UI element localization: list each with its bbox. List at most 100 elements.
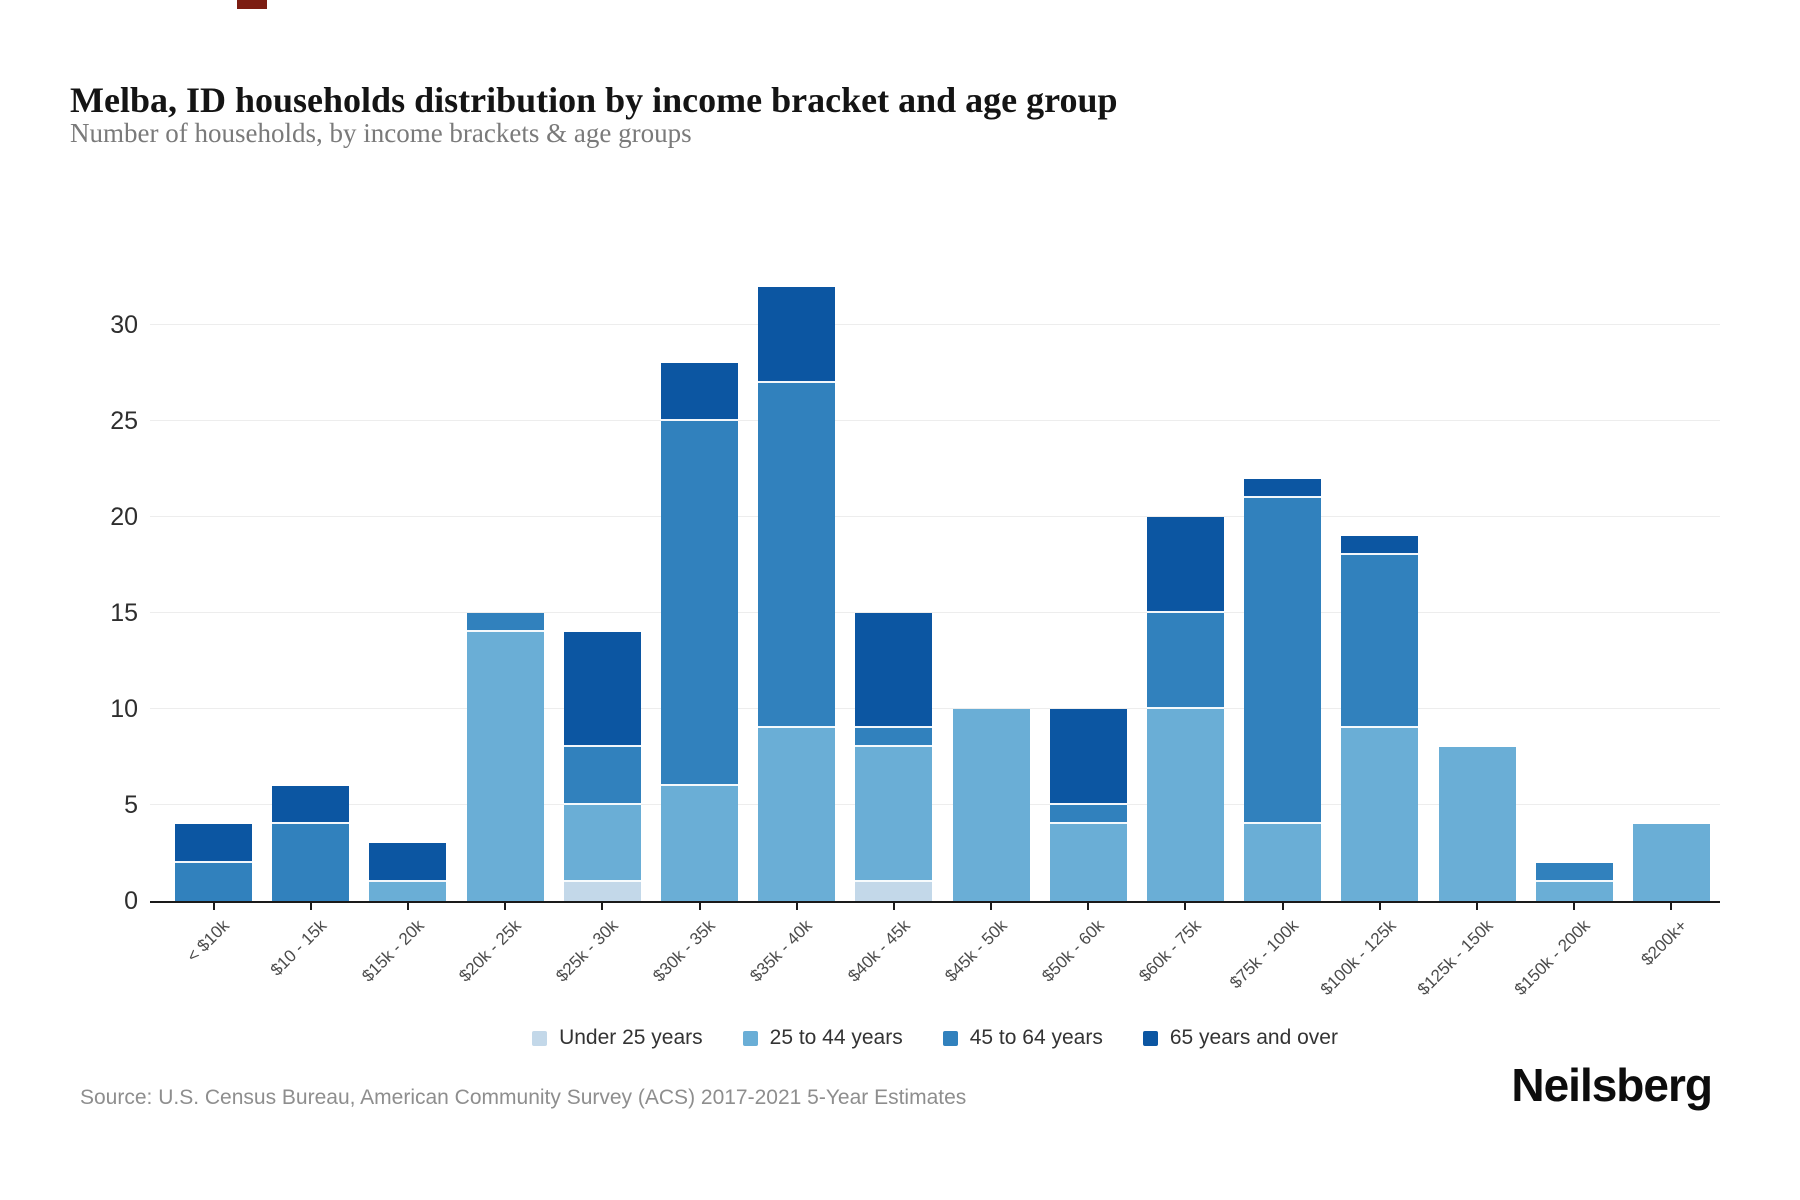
x-axis-label: $200k+: [1637, 916, 1691, 970]
bar-segment[interactable]: [1341, 536, 1419, 556]
bar-segment[interactable]: [952, 709, 1030, 901]
x-axis-label: $35k - 40k: [746, 916, 817, 986]
bar-$15k - 20k[interactable]: [369, 843, 447, 901]
bar-segment[interactable]: [1535, 881, 1613, 901]
x-axis-label: $150k - 200k: [1510, 916, 1594, 999]
bar-segment[interactable]: [369, 843, 447, 882]
bar-segment[interactable]: [1146, 613, 1224, 709]
bar-$10 - 15k[interactable]: [272, 785, 350, 901]
legend-label: 45 to 64 years: [969, 1026, 1103, 1049]
x-tick: [1184, 903, 1187, 910]
bar-$25k - 30k[interactable]: [563, 632, 641, 901]
gridline-y-15: [150, 612, 1720, 613]
x-tick: [212, 903, 215, 910]
bar-segment[interactable]: [466, 613, 544, 633]
x-axis-label: $20k - 25k: [455, 916, 525, 986]
chart-title: Melba, ID households distribution by inc…: [70, 80, 1118, 121]
x-axis-label: $50k - 60k: [1038, 916, 1108, 986]
bar-$150k - 200k[interactable]: [1535, 862, 1613, 901]
x-tick: [892, 903, 895, 910]
x-axis-label: $30k - 35k: [649, 916, 719, 986]
bar-segment[interactable]: [855, 613, 933, 729]
x-tick: [1281, 903, 1284, 910]
bar-segment[interactable]: [563, 747, 641, 806]
bar-segment[interactable]: [661, 363, 739, 422]
bar-$40k - 45k[interactable]: [855, 613, 933, 901]
legend-swatch: [942, 1030, 958, 1046]
bar-$60k - 75k[interactable]: [1146, 517, 1224, 901]
source-note: Source: U.S. Census Bureau, American Com…: [80, 1086, 967, 1109]
x-tick: [795, 903, 798, 910]
bar-segment[interactable]: [466, 632, 544, 901]
bar-segment[interactable]: [758, 728, 836, 901]
bar-$45k - 50k[interactable]: [952, 709, 1030, 901]
legend-swatch: [1142, 1030, 1158, 1046]
bar-segment[interactable]: [1632, 824, 1710, 901]
chart-plot-area: [150, 269, 1720, 901]
x-tick: [1378, 903, 1381, 910]
bar-segment[interactable]: [855, 881, 933, 901]
y-tick-label-25: 25: [110, 407, 138, 435]
x-axis-label: $25k - 30k: [552, 916, 622, 986]
gridline-y-5: [150, 804, 1720, 805]
bar-segment[interactable]: [1341, 728, 1419, 901]
bar-segment[interactable]: [1244, 478, 1322, 498]
bar-segment[interactable]: [175, 824, 253, 863]
bar-$200k+[interactable]: [1632, 824, 1710, 901]
legend-item-45-to-64-years[interactable]: 45 to 64 years: [942, 1026, 1103, 1050]
y-tick-label-0: 0: [124, 887, 138, 915]
bar-$125k - 150k[interactable]: [1438, 747, 1516, 901]
bar-segment[interactable]: [661, 421, 739, 786]
legend-label: Under 25 years: [559, 1026, 703, 1049]
legend-item-25-to-44-years[interactable]: 25 to 44 years: [742, 1026, 903, 1050]
bar-segment[interactable]: [1341, 555, 1419, 729]
bar-$50k - 60k[interactable]: [1049, 709, 1127, 901]
bar-segment[interactable]: [563, 881, 641, 901]
bar-segment[interactable]: [1438, 747, 1516, 901]
bar-segment[interactable]: [1049, 824, 1127, 901]
legend-item-under-25-years[interactable]: Under 25 years: [532, 1026, 703, 1050]
bar-segment[interactable]: [1049, 709, 1127, 806]
bar-segment[interactable]: [175, 862, 253, 901]
bar-$20k - 25k[interactable]: [466, 613, 544, 901]
bar-segment[interactable]: [661, 785, 739, 901]
x-tick: [601, 903, 604, 910]
bar-< $10k[interactable]: [175, 824, 253, 901]
bar-segment[interactable]: [563, 805, 641, 882]
legend-item-65-years-and-over[interactable]: 65 years and over: [1142, 1026, 1338, 1050]
bar-segment[interactable]: [1146, 709, 1224, 901]
bar-$75k - 100k[interactable]: [1244, 478, 1322, 901]
bar-segment[interactable]: [1535, 862, 1613, 882]
bar-segment[interactable]: [272, 785, 350, 825]
x-axis-label: < $10k: [183, 916, 234, 966]
x-axis-label: $10 - 15k: [266, 916, 331, 980]
x-axis-label: $40k - 45k: [843, 916, 914, 986]
y-tick-label-15: 15: [110, 599, 138, 627]
bar-$30k - 35k[interactable]: [661, 363, 739, 901]
bar-segment[interactable]: [369, 881, 447, 901]
x-tick: [1087, 903, 1090, 910]
x-axis-label: $125k - 150k: [1413, 916, 1497, 999]
legend-label: 65 years and over: [1169, 1026, 1338, 1049]
bar-segment[interactable]: [758, 286, 836, 383]
bar-segment[interactable]: [563, 632, 641, 748]
bar-segment[interactable]: [1049, 805, 1127, 825]
y-tick-label-20: 20: [110, 503, 138, 531]
bar-segment[interactable]: [1244, 497, 1322, 825]
x-tick: [990, 903, 993, 910]
x-axis-label: $60k - 75k: [1135, 916, 1205, 986]
x-tick: [1476, 903, 1479, 910]
gridline-y-30: [150, 324, 1720, 325]
bar-segment[interactable]: [855, 747, 933, 882]
bar-segment[interactable]: [758, 382, 836, 729]
bar-segment[interactable]: [1146, 517, 1224, 613]
x-axis-line: [150, 901, 1720, 903]
x-axis-label: $75k - 100k: [1225, 916, 1303, 993]
bar-$100k - 125k[interactable]: [1341, 536, 1419, 901]
bar-segment[interactable]: [855, 728, 933, 748]
bar-segment[interactable]: [272, 824, 350, 901]
neilsberg-logo: Neilsberg: [1511, 1059, 1713, 1111]
bar-$35k - 40k[interactable]: [758, 286, 836, 901]
bar-segment[interactable]: [1244, 824, 1322, 901]
x-axis-label: $45k - 50k: [940, 916, 1011, 986]
